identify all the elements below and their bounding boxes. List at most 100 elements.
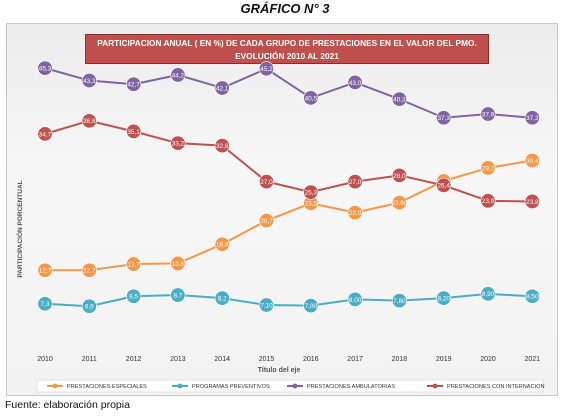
- data-point: [37, 126, 53, 142]
- data-point: [37, 296, 53, 312]
- data-label: 8,20: [437, 296, 450, 303]
- data-label: 22,0: [349, 210, 362, 217]
- figure-title: GRÁFICO N° 3: [240, 1, 330, 16]
- chart-title-line-1: PARTICIPACION ANUAL ( EN %) DE CADA GRUP…: [97, 38, 477, 48]
- data-label: 23,60: [391, 200, 407, 207]
- data-label: 8,5: [129, 294, 138, 301]
- data-point: [347, 174, 363, 190]
- data-label: 23,8: [526, 199, 539, 206]
- data-label: 6,9: [85, 304, 94, 311]
- data-point: [303, 184, 319, 200]
- data-label: 37,9: [482, 111, 495, 118]
- data-point: [214, 236, 230, 252]
- data-point: [259, 61, 275, 77]
- data-label: 34,7: [39, 131, 52, 138]
- line-chart-plot: PARTICIPACIÓN PORCENTUAL 2010 2011 2012 2013…: [15, 60, 545, 393]
- data-label: 29,2: [482, 165, 495, 172]
- legend-entry: PRESTACIONES ESPECIALES: [67, 384, 147, 390]
- data-label: 28,0: [393, 173, 406, 180]
- data-point: [524, 153, 540, 169]
- data-label: 7,10: [260, 302, 273, 309]
- data-point: [391, 293, 407, 309]
- x-tick-label: 2018: [392, 356, 408, 363]
- data-label: 35,1: [127, 129, 140, 136]
- legend-entry: PRESTACIONES AMBULATORIAS: [307, 384, 395, 390]
- x-tick-label: 2021: [525, 356, 541, 363]
- chart-title: PARTICIPACION ANUAL ( EN %) DE CADA GRUP…: [85, 34, 489, 64]
- x-tick-label: 2016: [303, 356, 319, 363]
- data-point: [126, 288, 142, 304]
- chart-title-line-2: EVOLUCIÓN 2010 AL 2021: [235, 50, 339, 61]
- data-point: [81, 73, 97, 89]
- data-point: [347, 205, 363, 221]
- y-axis-label: PARTICIPACIÓN PORCENTUAL: [15, 180, 24, 277]
- legend-entry: PROGRAMAS PREVENTIVOS: [192, 384, 270, 390]
- series-line: [44, 67, 533, 119]
- data-point: [480, 106, 496, 122]
- data-point: [37, 262, 53, 278]
- x-tick-label: 2020: [480, 356, 496, 363]
- data-point: [480, 160, 496, 176]
- data-point: [391, 195, 407, 211]
- legend-marker: [52, 383, 58, 389]
- data-label: 42,1: [216, 85, 229, 92]
- data-point: [126, 123, 142, 139]
- data-label: 12,7: [39, 268, 52, 275]
- data-label: 27,0: [260, 179, 273, 186]
- x-tick-label: 2014: [214, 356, 230, 363]
- data-point: [480, 286, 496, 302]
- data-label: 40,3: [393, 97, 406, 104]
- data-label: 13,7: [127, 261, 140, 268]
- data-point: [214, 290, 230, 306]
- data-label: 33,2: [172, 141, 185, 148]
- legend-entry: PRESTACIONES CON INTERNACION: [447, 384, 545, 390]
- data-label: 25,3: [305, 190, 318, 197]
- data-point: [259, 174, 275, 190]
- data-label: 8,90: [482, 291, 495, 298]
- data-label: 8,00: [349, 297, 362, 304]
- data-label: 7,80: [393, 298, 406, 305]
- data-label: 23,5: [305, 201, 318, 208]
- chart-area: PARTICIPACION ANUAL ( EN %) DE CADA GRUP…: [6, 23, 558, 396]
- data-label: 13,8: [172, 261, 185, 268]
- data-point: [170, 255, 186, 271]
- data-point: [436, 290, 452, 306]
- x-tick-label: 2012: [126, 356, 142, 363]
- data-label: 36,8: [83, 118, 96, 125]
- x-tick-label: 2010: [37, 356, 53, 363]
- data-point: [126, 76, 142, 92]
- data-point: [214, 138, 230, 154]
- data-label: 27,0: [349, 179, 362, 186]
- data-point: [480, 193, 496, 209]
- data-label: 42,7: [127, 82, 140, 89]
- data-point: [436, 177, 452, 193]
- x-tick-label: 2013: [170, 356, 186, 363]
- data-point: [303, 298, 319, 314]
- data-label: 37,3: [526, 115, 539, 122]
- data-point: [436, 110, 452, 126]
- data-label: 8,7: [173, 292, 182, 299]
- x-tick-label: 2019: [436, 356, 452, 363]
- legend-marker: [432, 383, 438, 389]
- series-line: [44, 292, 533, 308]
- data-label: 44,2: [172, 72, 185, 79]
- data-label: 23,9: [482, 198, 495, 205]
- x-tick-label: 2011: [82, 356, 97, 363]
- data-label: 43,0: [349, 80, 362, 87]
- data-point: [170, 135, 186, 151]
- legend-marker: [177, 383, 183, 389]
- data-point: [37, 60, 53, 76]
- data-point: [81, 262, 97, 278]
- data-point: [347, 291, 363, 307]
- data-label: 45,3: [39, 66, 52, 73]
- series-line: [45, 159, 533, 272]
- data-point: [524, 110, 540, 126]
- data-point: [524, 193, 540, 209]
- series-line: [44, 119, 533, 203]
- data-label: 20,7: [260, 218, 273, 225]
- x-tick-label: 2015: [259, 356, 275, 363]
- data-label: 7,00: [305, 303, 318, 310]
- data-label: 12,7: [83, 268, 96, 275]
- data-label: 26,4: [437, 183, 450, 190]
- data-point: [391, 167, 407, 183]
